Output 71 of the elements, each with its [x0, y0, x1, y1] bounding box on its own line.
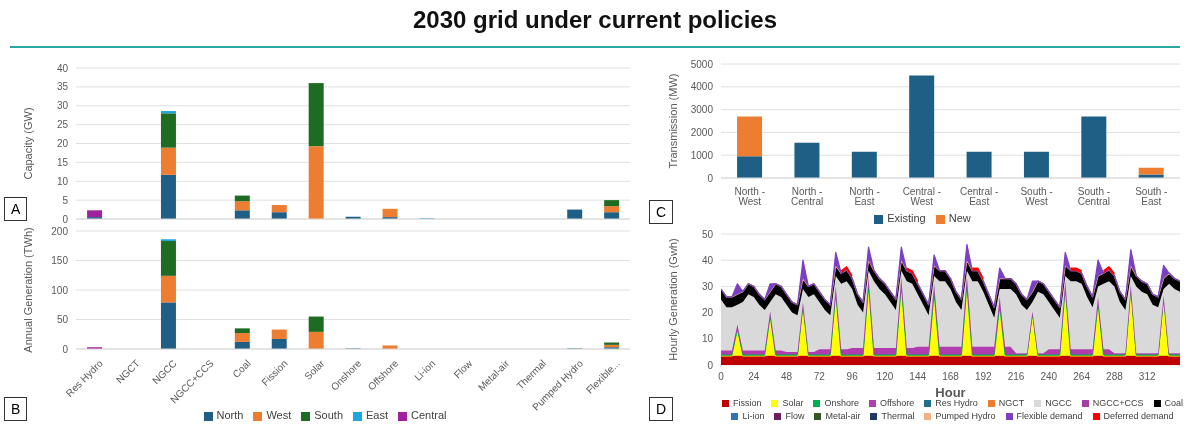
x-tick-label: 312 [1138, 371, 1156, 383]
x-tick-label: 48 [781, 371, 793, 383]
y-tick-label: 0 [62, 213, 69, 225]
y-tick-label: 25 [56, 119, 69, 131]
y-tick-label: 5 [62, 194, 69, 206]
x-tick-label: South - East [1135, 186, 1168, 208]
y-tick-label: 200 [51, 225, 69, 237]
y-tick-label: 15 [56, 156, 69, 168]
legend-label: Central [411, 409, 447, 421]
legend-label: Flexible demand [1016, 411, 1083, 421]
legend-label: Existing [887, 212, 926, 224]
x-tick-label: 240 [1040, 371, 1058, 383]
legend-label: East [366, 409, 389, 421]
x-tick-label: 96 [846, 371, 859, 383]
x-tick-label: North - West [734, 186, 765, 208]
y-axis-title: Transmission (MW) [666, 73, 679, 169]
x-tick-label: Central - East [960, 186, 999, 208]
y-axis-title: Capacity (GW) [21, 107, 34, 180]
y-tick-label: 100 [51, 284, 69, 296]
x-tick-label: 264 [1073, 371, 1091, 383]
x-tick-label: North - Central [790, 186, 824, 208]
x-tick-label: Central - West [902, 186, 941, 208]
legend-label: Pumped Hydro [935, 411, 996, 421]
y-tick-label: 10 [701, 333, 714, 345]
y-tick-label: 1000 [690, 149, 714, 161]
y-tick-label: 35 [56, 81, 69, 93]
panel-letter: A [4, 197, 28, 221]
legend-label: West [266, 409, 292, 421]
y-tick-label: 2000 [690, 126, 714, 138]
y-tick-label: 0 [62, 343, 69, 355]
x-tick-label: 216 [1007, 371, 1025, 383]
y-tick-label: 5000 [690, 58, 714, 70]
y-tick-label: 30 [56, 100, 69, 112]
y-tick-label: 10 [56, 175, 69, 187]
y-tick-label: 20 [56, 138, 69, 150]
x-tick-label: 192 [974, 371, 993, 383]
y-tick-label: 150 [51, 255, 69, 267]
y-tick-label: 50 [56, 314, 69, 326]
x-tick-label: South - West [1020, 186, 1053, 208]
x-tick-label: 24 [748, 371, 760, 383]
x-tick-label: 0 [718, 371, 725, 383]
panel-letter: D [649, 397, 674, 421]
x-tick-label: 168 [942, 371, 960, 383]
x-tick-label: 288 [1106, 371, 1124, 383]
x-tick-label: 72 [813, 371, 826, 383]
legend-label: Flow [785, 411, 805, 421]
x-axis-title: Hour [935, 385, 966, 400]
y-tick-label: 0 [707, 172, 714, 184]
x-tick-label: 144 [909, 371, 927, 383]
y-tick-label: 4000 [690, 81, 714, 93]
y-tick-label: 30 [701, 280, 714, 292]
panel-letter: B [4, 397, 28, 421]
x-tick-label: 120 [876, 371, 894, 383]
legend-label: New [948, 212, 971, 224]
legend-label: North [216, 409, 244, 421]
x-tick-label: North - East [849, 186, 880, 208]
legend-label: Metal-air [825, 411, 861, 421]
chart-title: 2030 grid under current policies [411, 6, 779, 34]
legend-label: South [314, 409, 344, 421]
y-axis-title: Annual Generation (TWh) [21, 227, 34, 353]
legend-label: Li-ion [742, 411, 765, 421]
y-tick-label: 40 [56, 62, 69, 74]
y-tick-label: 50 [701, 228, 714, 240]
y-tick-label: 3000 [690, 104, 714, 116]
x-tick-label: South - Central [1077, 186, 1111, 208]
y-tick-label: 40 [701, 254, 714, 266]
y-axis-title: Hourly Generation (Gwh) [666, 238, 679, 361]
legend-label: Deferred demand [1103, 411, 1174, 421]
panel-letter: C [649, 200, 674, 224]
y-tick-label: 20 [701, 307, 714, 319]
legend-label: Thermal [881, 411, 915, 421]
